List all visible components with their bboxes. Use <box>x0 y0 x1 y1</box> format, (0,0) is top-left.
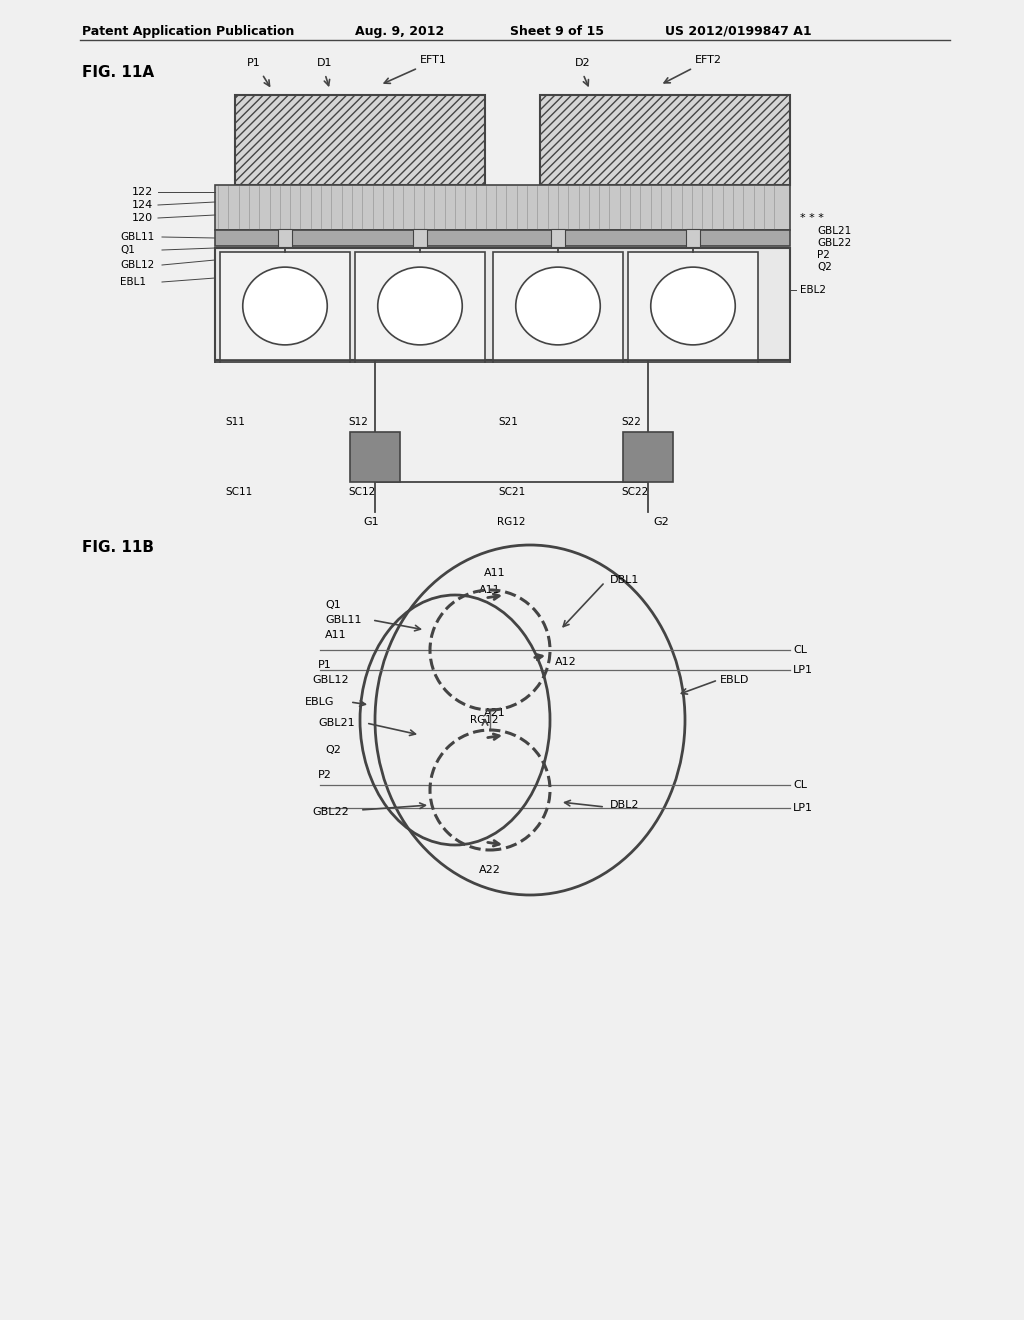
Text: LP1: LP1 <box>793 665 813 675</box>
Text: CL: CL <box>793 645 807 655</box>
Text: SC22: SC22 <box>621 487 648 498</box>
Text: SC11: SC11 <box>225 487 252 498</box>
Text: D2: D2 <box>575 58 591 69</box>
Text: DBL2: DBL2 <box>610 800 640 810</box>
Text: EFT2: EFT2 <box>695 55 722 65</box>
Text: Patent Application Publication: Patent Application Publication <box>82 25 294 38</box>
Text: Q1: Q1 <box>325 601 341 610</box>
Text: 124: 124 <box>132 201 154 210</box>
Text: G2: G2 <box>653 517 669 527</box>
Bar <box>215 230 790 246</box>
Text: RG12: RG12 <box>470 715 499 725</box>
Text: SC12: SC12 <box>348 487 375 498</box>
Text: FIG. 11B: FIG. 11B <box>82 540 154 554</box>
Text: G1: G1 <box>362 517 379 527</box>
Text: * * *: * * * <box>800 213 824 223</box>
Bar <box>215 185 790 230</box>
Text: FIG. 11A: FIG. 11A <box>82 65 155 81</box>
Bar <box>623 432 673 482</box>
Text: SC21: SC21 <box>498 487 525 498</box>
Bar <box>551 228 565 247</box>
Bar <box>355 252 485 360</box>
Text: GBL22: GBL22 <box>312 807 349 817</box>
Text: GBL12: GBL12 <box>312 675 348 685</box>
Text: Aug. 9, 2012: Aug. 9, 2012 <box>355 25 444 38</box>
Bar <box>540 95 790 185</box>
Text: GBL22: GBL22 <box>817 238 851 248</box>
Text: CL: CL <box>793 780 807 789</box>
Text: Sheet 9 of 15: Sheet 9 of 15 <box>510 25 604 38</box>
Text: S22: S22 <box>621 417 641 426</box>
Text: S12: S12 <box>348 417 368 426</box>
Bar <box>350 432 400 482</box>
Bar <box>628 252 758 360</box>
Bar <box>278 228 292 247</box>
Ellipse shape <box>650 267 735 345</box>
Text: DBL1: DBL1 <box>610 576 639 585</box>
Text: 120: 120 <box>132 213 154 223</box>
Text: A11: A11 <box>484 568 506 578</box>
Bar <box>493 252 623 360</box>
Text: Q1: Q1 <box>120 246 135 255</box>
Text: S11: S11 <box>225 417 245 426</box>
Bar <box>234 95 485 185</box>
Text: EBL2: EBL2 <box>800 285 826 294</box>
Text: Q2: Q2 <box>325 744 341 755</box>
Text: A11: A11 <box>325 630 347 640</box>
Text: A11: A11 <box>479 585 501 595</box>
Ellipse shape <box>516 267 600 345</box>
Text: A21: A21 <box>484 708 506 718</box>
Bar <box>220 252 350 360</box>
Text: EBLG: EBLG <box>305 697 335 708</box>
Text: GBL12: GBL12 <box>120 260 155 271</box>
Text: GBL11: GBL11 <box>120 232 155 242</box>
Text: P2: P2 <box>817 249 829 260</box>
Text: 122: 122 <box>132 187 154 197</box>
Text: P1: P1 <box>247 58 261 69</box>
Text: EFT1: EFT1 <box>420 55 446 65</box>
Text: P1: P1 <box>318 660 332 671</box>
Ellipse shape <box>243 267 328 345</box>
Text: RG12: RG12 <box>497 517 525 527</box>
Bar <box>215 248 790 360</box>
Text: GBL21: GBL21 <box>817 226 851 236</box>
Text: Q2: Q2 <box>817 261 831 272</box>
Text: GBL11: GBL11 <box>325 615 361 624</box>
Text: EBLD: EBLD <box>720 675 750 685</box>
Text: US 2012/0199847 A1: US 2012/0199847 A1 <box>665 25 812 38</box>
Bar <box>686 228 700 247</box>
Text: LP1: LP1 <box>793 803 813 813</box>
Text: EBL1: EBL1 <box>120 277 146 286</box>
Text: GBL21: GBL21 <box>318 718 354 729</box>
Bar <box>413 228 427 247</box>
Text: A22: A22 <box>479 865 501 875</box>
Text: S21: S21 <box>498 417 518 426</box>
Text: A12: A12 <box>555 657 577 667</box>
Ellipse shape <box>378 267 462 345</box>
Text: D1: D1 <box>317 58 333 69</box>
Text: P2: P2 <box>318 770 332 780</box>
